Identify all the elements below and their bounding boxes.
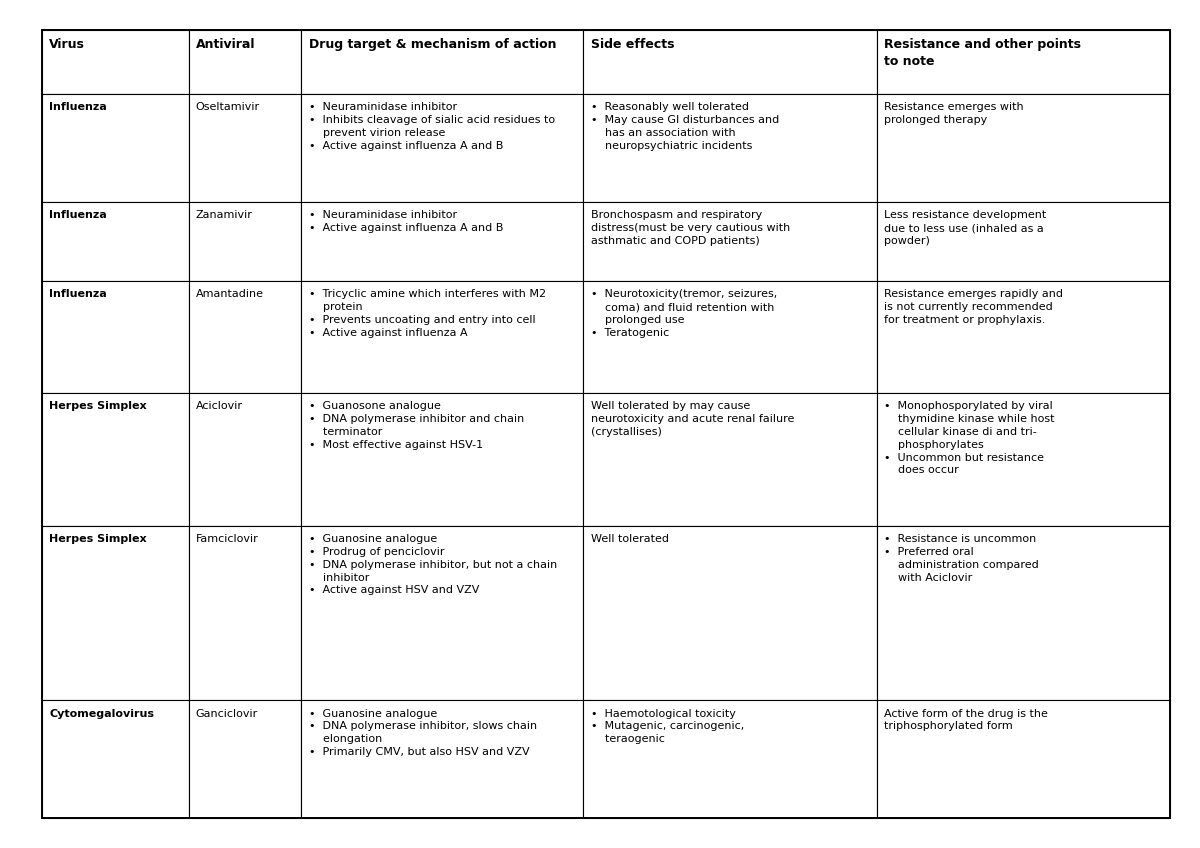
Bar: [583, 393, 877, 526]
Bar: [301, 94, 583, 202]
Text: •  Neuraminidase inhibitor
•  Inhibits cleavage of sialic acid residues to
    p: • Neuraminidase inhibitor • Inhibits cle…: [308, 103, 554, 151]
Bar: [877, 281, 1170, 393]
Bar: [301, 281, 583, 393]
Text: Famciclovir: Famciclovir: [196, 534, 258, 544]
Text: •  Tricyclic amine which interferes with M2
    protein
•  Prevents uncoating an: • Tricyclic amine which interferes with …: [308, 289, 546, 338]
Text: Side effects: Side effects: [590, 38, 674, 51]
Text: Amantadine: Amantadine: [196, 289, 264, 299]
Bar: [877, 94, 1170, 202]
Text: Influenza: Influenza: [49, 289, 107, 299]
Text: Aciclovir: Aciclovir: [196, 401, 242, 411]
Bar: [188, 202, 301, 281]
Bar: [42, 30, 188, 94]
Text: Well tolerated: Well tolerated: [590, 534, 668, 544]
Text: Well tolerated by may cause
neurotoxicity and acute renal failure
(crystallises): Well tolerated by may cause neurotoxicit…: [590, 401, 794, 437]
Text: Virus: Virus: [49, 38, 85, 51]
Text: •  Reasonably well tolerated
•  May cause GI disturbances and
    has an associa: • Reasonably well tolerated • May cause …: [590, 103, 779, 151]
Bar: [188, 281, 301, 393]
Text: •  Guanosine analogue
•  Prodrug of penciclovir
•  DNA polymerase inhibitor, but: • Guanosine analogue • Prodrug of pencic…: [308, 534, 557, 595]
Bar: [301, 30, 583, 94]
Text: •  Haemotological toxicity
•  Mutagenic, carcinogenic,
    teraogenic: • Haemotological toxicity • Mutagenic, c…: [590, 709, 744, 744]
Text: Oseltamivir: Oseltamivir: [196, 103, 260, 113]
Bar: [877, 202, 1170, 281]
Bar: [583, 202, 877, 281]
Text: Active form of the drug is the
triphosphorylated form: Active form of the drug is the triphosph…: [884, 709, 1048, 731]
Bar: [877, 393, 1170, 526]
Text: Resistance emerges rapidly and
is not currently recommended
for treatment or pro: Resistance emerges rapidly and is not cu…: [884, 289, 1063, 325]
Text: •  Monophosporylated by viral
    thymidine kinase while host
    cellular kinas: • Monophosporylated by viral thymidine k…: [884, 401, 1055, 476]
Bar: [301, 393, 583, 526]
Bar: [188, 393, 301, 526]
Bar: [42, 94, 188, 202]
Text: •  Neurotoxicity(tremor, seizures,
    coma) and fluid retention with
    prolon: • Neurotoxicity(tremor, seizures, coma) …: [590, 289, 776, 338]
Bar: [42, 202, 188, 281]
Text: •  Neuraminidase inhibitor
•  Active against influenza A and B: • Neuraminidase inhibitor • Active again…: [308, 210, 503, 233]
Text: Herpes Simplex: Herpes Simplex: [49, 401, 146, 411]
Text: •  Resistance is uncommon
•  Preferred oral
    administration compared
    with: • Resistance is uncommon • Preferred ora…: [884, 534, 1039, 583]
Text: Less resistance development
due to less use (inhaled as a
powder): Less resistance development due to less …: [884, 210, 1046, 246]
Text: Bronchospasm and respiratory
distress(must be very cautious with
asthmatic and C: Bronchospasm and respiratory distress(mu…: [590, 210, 790, 246]
Text: Cytomegalovirus: Cytomegalovirus: [49, 709, 154, 718]
Bar: [188, 94, 301, 202]
Bar: [188, 526, 301, 700]
Bar: [301, 526, 583, 700]
Bar: [188, 30, 301, 94]
Bar: [583, 526, 877, 700]
Bar: [877, 30, 1170, 94]
Text: Influenza: Influenza: [49, 103, 107, 113]
Text: •  Guanosone analogue
•  DNA polymerase inhibitor and chain
    terminator
•  Mo: • Guanosone analogue • DNA polymerase in…: [308, 401, 524, 449]
Bar: [301, 202, 583, 281]
Bar: [42, 281, 188, 393]
Bar: [583, 281, 877, 393]
Bar: [583, 94, 877, 202]
Text: Ganciclovir: Ganciclovir: [196, 709, 258, 718]
Text: Resistance emerges with
prolonged therapy: Resistance emerges with prolonged therap…: [884, 103, 1024, 126]
Text: Herpes Simplex: Herpes Simplex: [49, 534, 146, 544]
Bar: [42, 700, 188, 818]
Bar: [583, 30, 877, 94]
Text: Resistance and other points
to note: Resistance and other points to note: [884, 38, 1081, 68]
Text: Antiviral: Antiviral: [196, 38, 256, 51]
Bar: [877, 700, 1170, 818]
Bar: [301, 700, 583, 818]
Bar: [877, 526, 1170, 700]
Text: Zanamivir: Zanamivir: [196, 210, 253, 220]
Bar: [42, 393, 188, 526]
Text: Drug target & mechanism of action: Drug target & mechanism of action: [308, 38, 556, 51]
Bar: [42, 526, 188, 700]
Bar: [188, 700, 301, 818]
Bar: [583, 700, 877, 818]
Text: •  Guanosine analogue
•  DNA polymerase inhibitor, slows chain
    elongation
• : • Guanosine analogue • DNA polymerase in…: [308, 709, 536, 757]
Text: Influenza: Influenza: [49, 210, 107, 220]
